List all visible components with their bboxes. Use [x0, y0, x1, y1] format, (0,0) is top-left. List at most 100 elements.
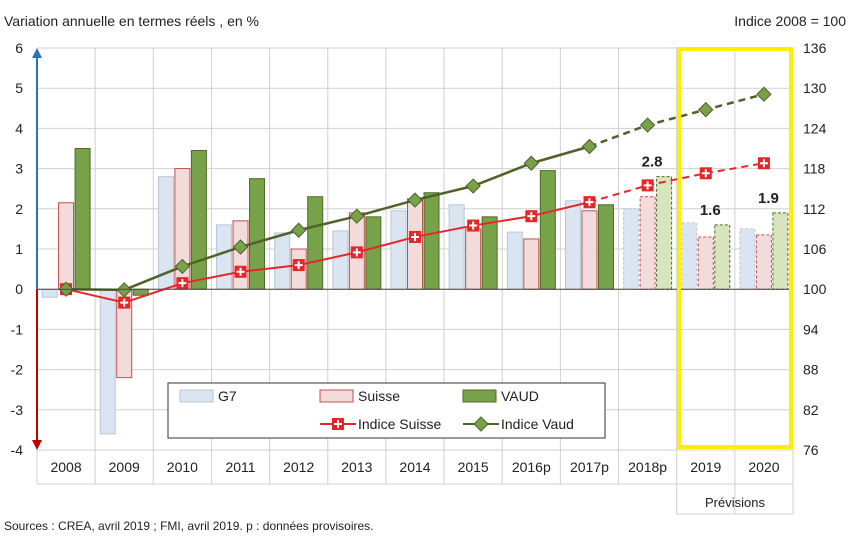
bar-vaud — [597, 204, 614, 290]
y-left-tick-label: 2 — [15, 201, 23, 217]
legend-item-indice-suisse: Indice Suisse — [320, 416, 441, 432]
point-indice-vaud — [698, 101, 714, 118]
line-series — [58, 86, 772, 309]
bar-vaud — [481, 216, 498, 290]
bar-g7 — [99, 288, 116, 435]
legend-item-indice-vaud: Indice Vaud — [463, 416, 574, 432]
tick-labels: -4 -3 -2 -1 0 1 2 3 4 5 6 76 82 88 94 100 106 112 118 124 13… — [11, 40, 827, 458]
data-label: 1.6 — [700, 202, 721, 219]
bar-suisse — [232, 220, 249, 290]
y-left-tick-label: -3 — [11, 402, 24, 418]
category-label: 2010 — [167, 459, 198, 475]
plus-icon — [643, 181, 652, 190]
forecast-label: Prévisions — [705, 495, 765, 510]
plus-icon — [759, 159, 768, 168]
category-label: 2019 — [690, 459, 721, 475]
legend-item-vaud: VAUD — [462, 388, 539, 404]
bar-suisse — [755, 234, 772, 290]
y-right-tick-label: 130 — [803, 80, 827, 96]
y-right-tick-label: 112 — [803, 201, 826, 217]
category-label: 2014 — [399, 459, 430, 475]
y-left-tick-label: 5 — [15, 80, 23, 96]
bar-g7 — [41, 288, 58, 298]
y-right-tick-label: 88 — [803, 362, 819, 378]
legend-label-indice-suisse: Indice Suisse — [358, 416, 441, 432]
bar-suisse — [407, 198, 423, 290]
line-indice-suisse — [65, 201, 590, 304]
legend-box — [167, 382, 606, 439]
point-indice-vaud — [639, 117, 656, 133]
line-indice-vaud — [66, 145, 590, 292]
bar-suisse — [697, 236, 714, 290]
y-left-tick-label: -4 — [11, 442, 24, 458]
legend-item-g7: G7 — [179, 388, 237, 404]
point-indice-vaud — [465, 178, 481, 194]
point-indice-vaud — [581, 138, 598, 155]
bar-vaud — [423, 192, 440, 290]
legend-plus-icon — [334, 420, 342, 428]
category-label: 2017p — [570, 459, 609, 475]
bar-vaud — [74, 148, 91, 290]
bar-vaud — [656, 176, 673, 290]
category-label: 2011 — [225, 459, 255, 475]
bar-suisse — [639, 196, 656, 290]
axes — [32, 48, 793, 450]
point-indice-vaud — [407, 192, 423, 208]
bar-vaud — [772, 212, 789, 290]
data-label: 2.8 — [642, 154, 663, 171]
legend-label-g7: G7 — [218, 388, 237, 404]
point-indice-vaud — [349, 208, 365, 224]
line-indice-vaud-forecast — [589, 93, 765, 148]
point-indice-vaud — [290, 222, 307, 238]
bar-g7 — [564, 200, 581, 290]
legend-label-suisse: Suisse — [358, 388, 400, 404]
legend-label-indice-vaud: Indice Vaud — [501, 416, 574, 432]
arrow-down-icon — [32, 440, 42, 450]
y-left-tick-label: 0 — [15, 281, 23, 297]
data-label: 1.9 — [758, 190, 779, 207]
y-right-tick-label: 118 — [803, 161, 826, 177]
legend-label-vaud: VAUD — [501, 388, 539, 404]
bar-series — [41, 148, 789, 435]
bar-vaud — [307, 196, 324, 290]
legend: G7 Suisse VAUD Indice Suisse Indice Vaud — [167, 382, 606, 439]
bar-g7 — [681, 222, 698, 290]
chart-title-left: Variation annuelle en termes réels , en … — [4, 13, 259, 29]
bar-vaud — [539, 170, 556, 290]
legend-swatch-suisse — [319, 389, 354, 403]
y-left-tick-label: 4 — [15, 120, 23, 136]
y-right-tick-label: 100 — [803, 281, 827, 297]
bar-vaud — [365, 216, 382, 290]
plus-icon — [352, 248, 361, 257]
plus-icon — [411, 232, 419, 241]
point-indice-vaud — [116, 282, 132, 298]
bar-g7 — [216, 224, 233, 290]
category-label: 2016p — [512, 459, 551, 475]
category-labels: 2008 2009 2010 2011 2012 2013 2014 2015 2016p 201… — [50, 459, 779, 475]
plus-icon — [469, 221, 478, 230]
point-indice-vaud — [232, 239, 249, 255]
plus-icon — [527, 212, 536, 221]
category-label: 2009 — [109, 459, 140, 475]
bar-vaud — [190, 150, 207, 290]
category-label: 2020 — [748, 459, 779, 475]
forecast-highlight — [677, 47, 793, 449]
legend-swatch-vaud — [462, 389, 497, 403]
y-left-tick-label: 1 — [15, 241, 23, 257]
point-indice-vaud — [756, 86, 772, 102]
arrow-up-icon — [32, 48, 42, 58]
y-right-tick-label: 76 — [803, 442, 819, 458]
bar-suisse — [58, 202, 75, 290]
bar-g7 — [390, 210, 407, 290]
bar-g7 — [332, 230, 349, 290]
plus-icon — [701, 169, 710, 178]
point-indice-vaud — [174, 258, 191, 275]
y-left-tick-label: -2 — [11, 362, 24, 378]
category-label: 2012 — [283, 459, 314, 475]
bar-suisse — [581, 210, 598, 290]
point-indice-vaud — [523, 155, 540, 171]
plus-icon — [294, 261, 303, 270]
y-left-tick-label: -1 — [11, 321, 24, 337]
bar-g7 — [623, 208, 640, 290]
bar-g7 — [448, 204, 465, 290]
